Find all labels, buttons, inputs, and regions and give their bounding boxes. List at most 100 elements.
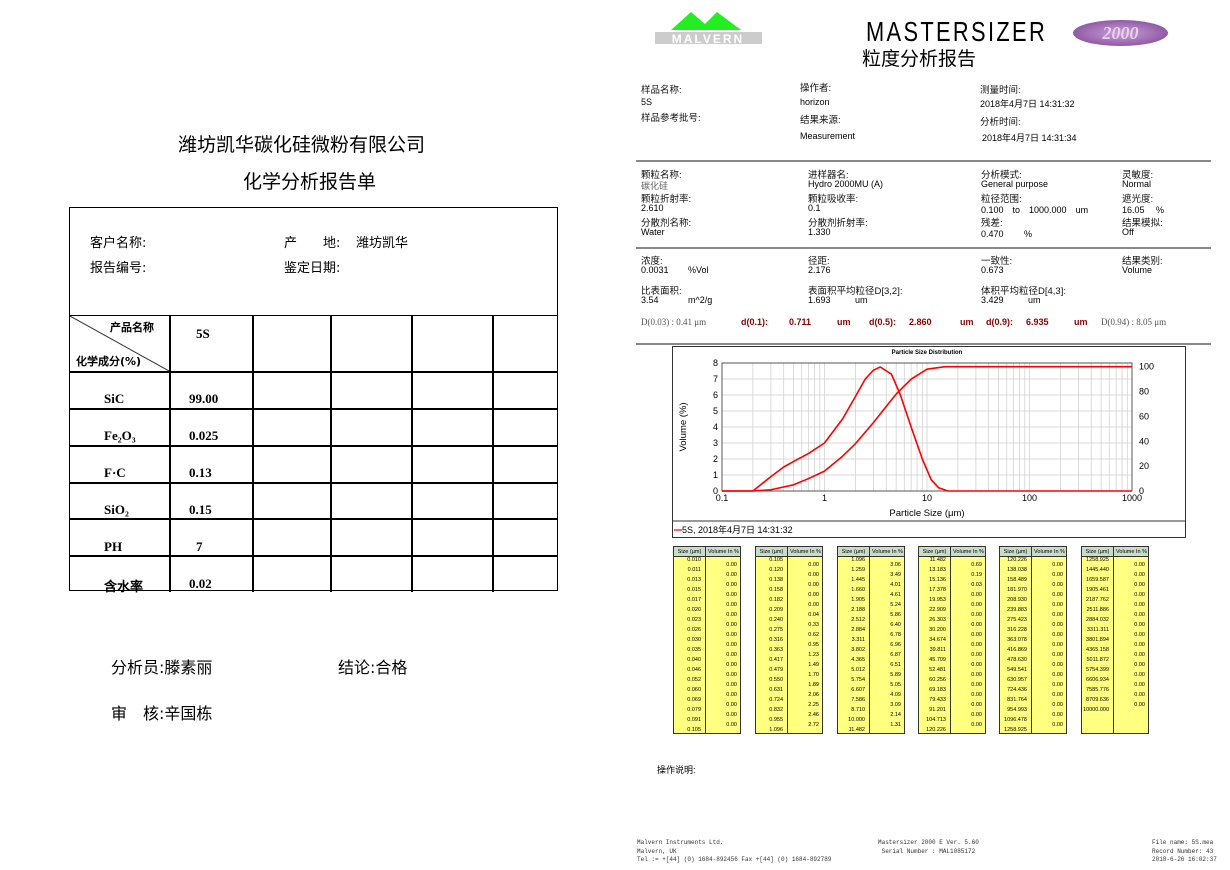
- column-divider: [169, 316, 171, 592]
- volume-cell: 0.00: [1134, 592, 1145, 598]
- size-cell: 0.010: [687, 557, 701, 563]
- footer-right: File name: 5S.mea Record Number: 43 2018…: [1152, 839, 1217, 865]
- size-column-header: Size (µm): [759, 549, 784, 555]
- y2-tick-label: 40: [1139, 436, 1149, 446]
- y-tick-label: 0: [713, 486, 718, 496]
- volume-cell: 0.00: [808, 592, 819, 598]
- param-label: 分散剂名称:: [641, 218, 692, 229]
- size-cell: 0.158: [769, 587, 783, 593]
- size-volume-table: Size (µm) Volume In % 11.482 13.183 15.136 17…: [918, 546, 986, 734]
- volume-cell: 6.51: [890, 662, 901, 668]
- size-cell: 0.026: [687, 627, 701, 633]
- size-cell: 1258.925: [1004, 727, 1027, 733]
- d09-unit: um: [1074, 317, 1088, 327]
- d09-value: 6.935: [1026, 317, 1049, 327]
- y-tick-label: 3: [713, 438, 718, 448]
- particle-report-title: 粒度分析报告: [862, 48, 977, 70]
- volume-cell: 0.00: [1052, 632, 1063, 638]
- size-cell: 0.105: [769, 557, 783, 563]
- column-divider: [705, 547, 706, 733]
- volume-cell: 0.00: [971, 622, 982, 628]
- column-divider: [252, 316, 254, 592]
- param-value: 碳化硅: [641, 181, 669, 191]
- volume-cell: 2.72: [808, 722, 819, 728]
- size-cell: 2884.032: [1086, 617, 1109, 623]
- y2-tick-label: 80: [1139, 387, 1149, 397]
- analyst: 分析员:滕素丽: [111, 654, 212, 678]
- row-divider: [70, 408, 557, 410]
- result-value: Volume: [1122, 265, 1153, 275]
- volume-cell: 0.00: [971, 662, 982, 668]
- volume-cell: 0.00: [726, 582, 737, 588]
- component-name: 含水率: [104, 579, 144, 594]
- y-tick-label: 2: [713, 454, 718, 464]
- volume-cell: 1.70: [808, 672, 819, 678]
- size-cell: 4.365: [851, 657, 865, 663]
- volume-cell: 5.24: [890, 602, 901, 608]
- volume-cell: 1.31: [890, 722, 901, 728]
- volume-cell: 2.06: [808, 692, 819, 698]
- volume-cell: 0.00: [726, 692, 737, 698]
- param-value: Hydro 2000MU (A): [808, 179, 884, 189]
- param-value: Off: [1122, 227, 1134, 237]
- size-cell: 8.710: [851, 707, 865, 713]
- size-cell: 0.040: [687, 657, 701, 663]
- volume-cell: 2.14: [890, 712, 901, 718]
- result-label: 表面积平均粒径D[3,2]:: [808, 286, 903, 297]
- volume-cell: 0.00: [971, 592, 982, 598]
- component-name: Fe₂O₃: [104, 428, 136, 443]
- size-cell: 0.955: [769, 717, 783, 723]
- x-tick-label: 1: [822, 493, 827, 503]
- size-column-header: Size (µm): [1085, 549, 1110, 555]
- volume-cell: 0.00: [1052, 652, 1063, 658]
- component-name: PH: [104, 539, 123, 554]
- size-cell: 1659.587: [1086, 577, 1109, 583]
- volume-cell: 0.00: [1134, 632, 1145, 638]
- size-cell: 1445.440: [1086, 567, 1109, 573]
- param-value: 0.100 to 1000.000 um: [981, 205, 1089, 215]
- volume-cell: 4.01: [890, 582, 901, 588]
- param-label: 结果模拟:: [1122, 218, 1163, 229]
- operator-label: 操作者:: [800, 83, 832, 94]
- size-cell: 17.378: [929, 587, 946, 593]
- size-cell: 0.091: [687, 717, 701, 723]
- result-unit: um: [1028, 295, 1041, 305]
- source-label: 结果来源:: [800, 115, 841, 126]
- analysis-time: 2018年4月7日 14:31:34: [982, 133, 1077, 143]
- size-cell: 1.905: [851, 597, 865, 603]
- x-tick-label: 0.1: [716, 493, 729, 503]
- diagonal-divider: [70, 316, 169, 371]
- size-cell: 0.240: [769, 617, 783, 623]
- size-cell: 19.953: [929, 597, 946, 603]
- y-tick-label: 1: [713, 470, 718, 480]
- volume-cell: 5.86: [890, 612, 901, 618]
- volume-cell: 0.00: [1052, 622, 1063, 628]
- size-cell: 0.631: [769, 687, 783, 693]
- y-tick-label: 6: [713, 390, 718, 400]
- size-volume-table: Size (µm) Volume In % 1.096 1.259 1.445 1.660…: [837, 546, 905, 734]
- origin-value: 潍坊凯华: [356, 236, 409, 251]
- volume-cell: 0.00: [971, 722, 982, 728]
- volume-cell: 0.00: [808, 602, 819, 608]
- d01-value: 0.711: [789, 317, 812, 327]
- param-label: 遮光度:: [1122, 194, 1154, 205]
- table-header: Size (µm) Volume In %: [674, 547, 740, 557]
- product-name-header: 产品名称: [110, 321, 154, 334]
- divider: [636, 343, 1211, 345]
- size-column-header: Size (µm): [677, 549, 702, 555]
- size-cell: 45.709: [929, 657, 946, 663]
- size-cell: 831.764: [1007, 697, 1027, 703]
- size-cell: 0.052: [687, 677, 701, 683]
- size-cell: 30.200: [929, 627, 946, 633]
- size-cell: 363.078: [1007, 637, 1027, 643]
- size-cell: 549.541: [1007, 667, 1027, 673]
- footer-record-number: Record Number: 43: [1152, 847, 1214, 855]
- source: Measurement: [800, 131, 856, 141]
- size-cell: 181.970: [1007, 587, 1027, 593]
- volume-cell: 0.04: [808, 612, 819, 618]
- volume-cell: 0.95: [808, 642, 819, 648]
- size-cell: 0.020: [687, 607, 701, 613]
- y-tick-label: 5: [713, 406, 718, 416]
- size-cell: 158.489: [1007, 577, 1027, 583]
- param-value: Water: [641, 227, 665, 237]
